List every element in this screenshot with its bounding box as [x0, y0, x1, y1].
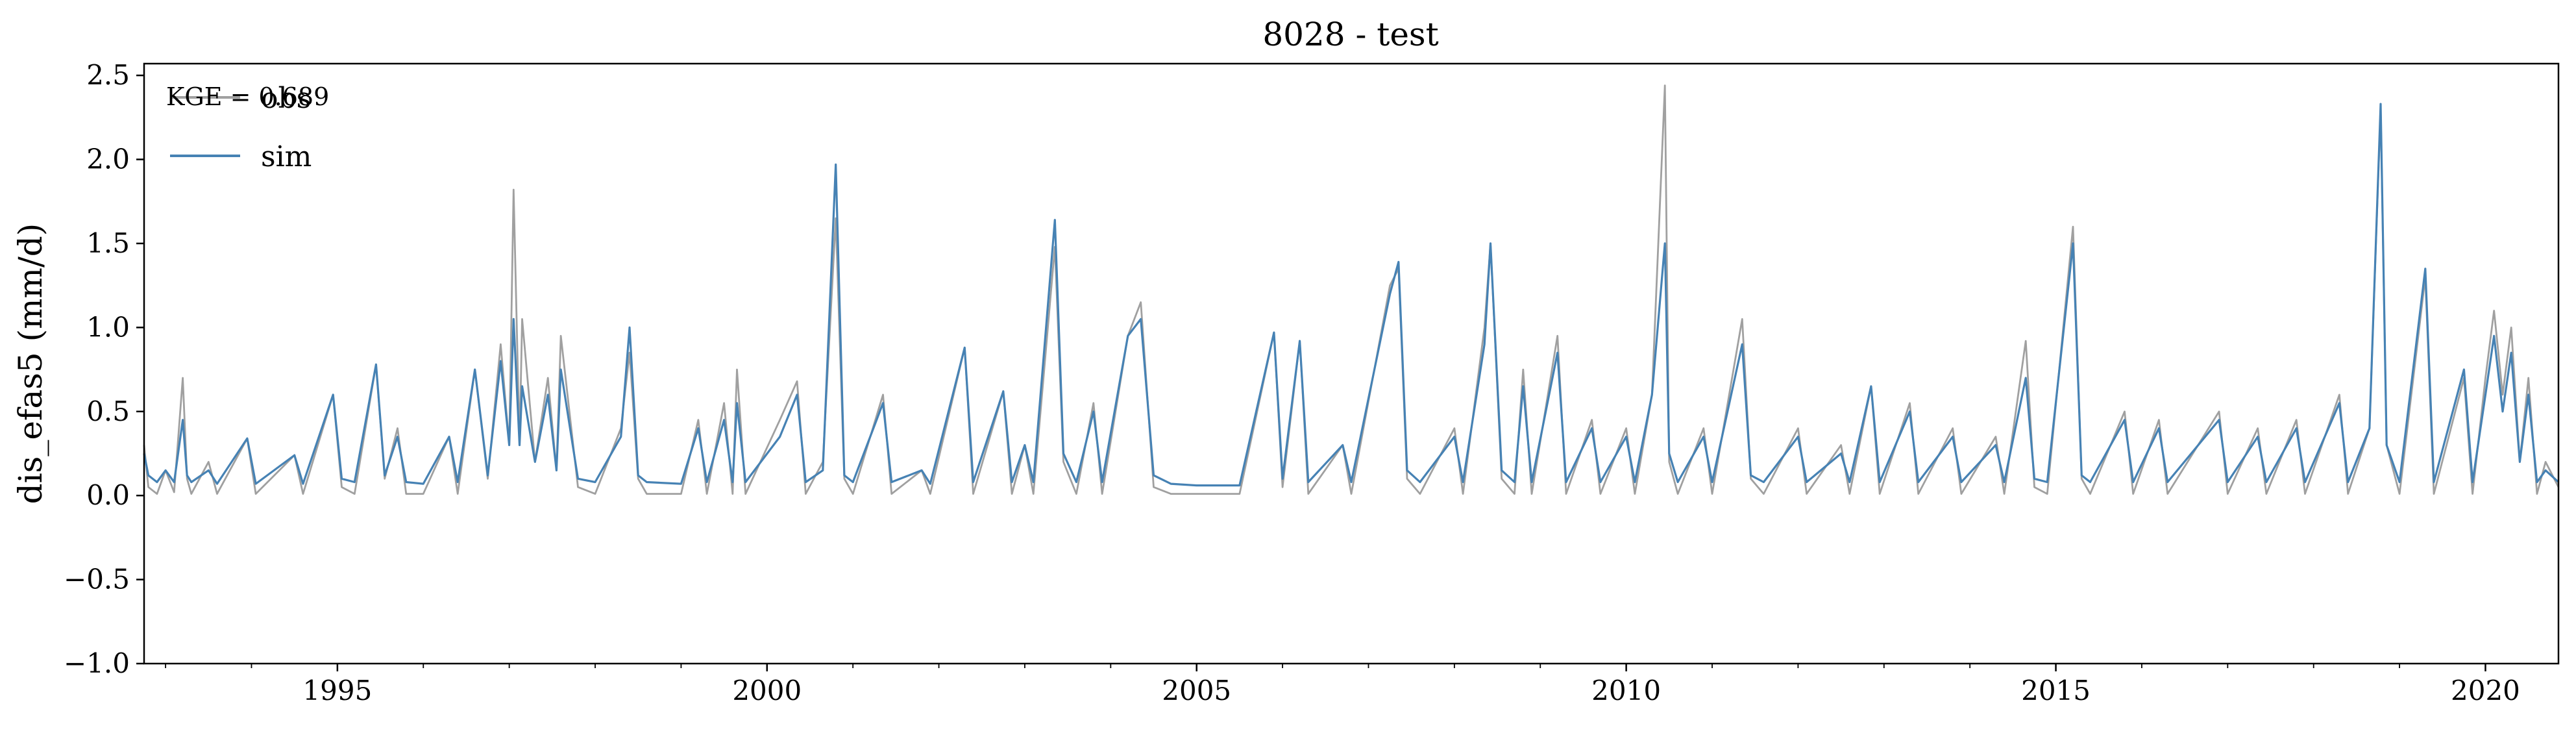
x-tick-label: 1995 [302, 675, 372, 706]
series-layer [143, 84, 2560, 495]
kge-annotation: KGE = 0.689 [166, 82, 329, 111]
x-tick-label: 2015 [2021, 675, 2091, 706]
y-tick-label: 1.0 [86, 311, 130, 343]
x-tick-label: 2010 [1591, 675, 1661, 706]
y-tick-label: 0.5 [86, 395, 130, 427]
y-axis-label: dis_efas5 (mm/d) [12, 223, 49, 505]
legend: obs sim [170, 82, 312, 173]
y-tick-label: −0.5 [64, 564, 130, 595]
y-axis: −1.0 −0.5 0.0 0.5 1.0 1.5 2.0 2.5 [64, 59, 144, 679]
chart-title: 8028 - test [1262, 16, 1438, 53]
legend-label-obs: obs [261, 82, 311, 115]
y-tick-label: 2.0 [86, 143, 130, 175]
legend-label-sim: sim [261, 140, 312, 173]
y-tick-label: 0.0 [86, 479, 130, 511]
series-line-sim [143, 103, 2560, 487]
x-axis: 1995 2000 2005 2010 2015 2020 [165, 664, 2520, 706]
y-tick-label: 2.5 [86, 59, 130, 91]
y-tick-label: 1.5 [86, 227, 130, 259]
x-tick-label: 2005 [1162, 675, 1231, 706]
plot-area [143, 62, 2560, 665]
x-tick-label: 2000 [732, 675, 802, 706]
x-tick-label: 2020 [2451, 675, 2520, 706]
plot-frame [143, 62, 2560, 665]
y-tick-label: −1.0 [64, 647, 130, 679]
